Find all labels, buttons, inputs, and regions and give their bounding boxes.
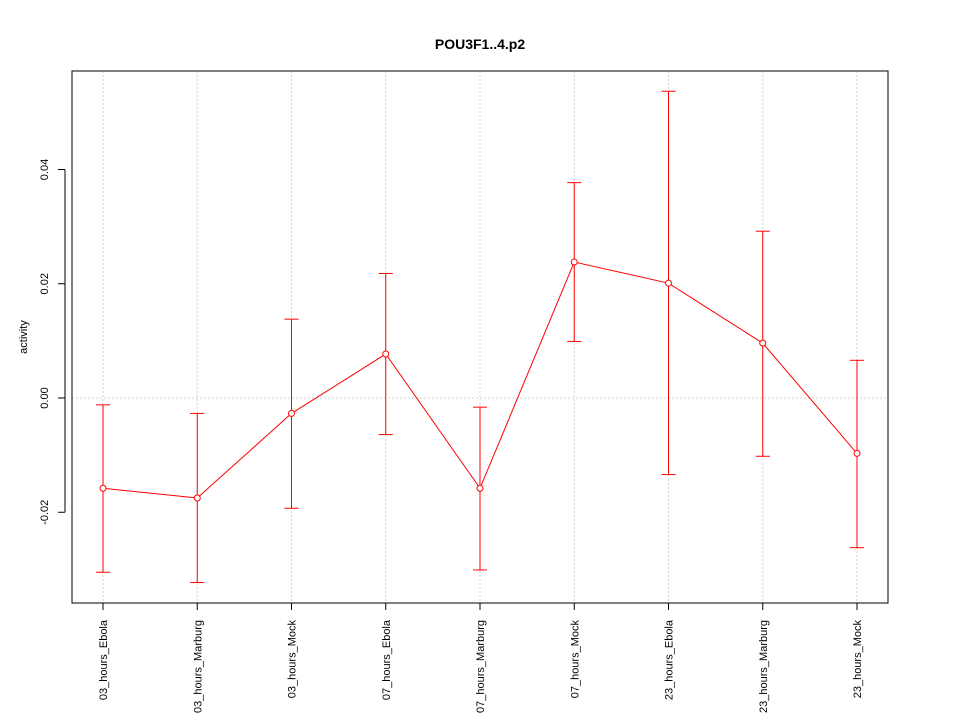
x-tick-label: 23_hours_Mock xyxy=(852,620,864,699)
x-tick-label: 07_hours_Mock xyxy=(569,620,581,699)
data-point xyxy=(570,258,578,266)
x-tick-label: 23_hours_Marburg xyxy=(758,620,770,713)
data-point xyxy=(476,484,484,492)
data-point xyxy=(99,484,107,492)
series xyxy=(96,90,864,584)
y-tick-label: 0.02 xyxy=(39,273,51,294)
x-tick-label: 03_hours_Mock xyxy=(287,620,299,699)
y-axis-title: activity xyxy=(18,320,30,354)
x-tick-label: 03_hours_Marburg xyxy=(192,620,204,713)
data-point xyxy=(759,339,767,347)
y-tick-label: -0.02 xyxy=(39,500,51,525)
chart-title: POU3F1..4.p2 xyxy=(435,36,525,52)
x-tick-label: 03_hours_Ebola xyxy=(98,619,110,700)
y-tick-label: 0.00 xyxy=(39,387,51,408)
data-point xyxy=(665,279,672,287)
data-point xyxy=(382,350,390,358)
y-tick-label: 0.04 xyxy=(39,159,51,180)
x-tick-label: 23_hours_Ebola xyxy=(664,619,676,700)
data-point xyxy=(853,449,861,457)
x-tick-label: 07_hours_Ebola xyxy=(381,619,393,700)
data-point xyxy=(288,409,295,417)
x-tick-label: 07_hours_Marburg xyxy=(475,620,487,713)
data-point xyxy=(193,494,201,502)
axes: -0.02 0.00 0.02 0.04 03_hours_Ebola 03_hours_… xyxy=(39,159,864,713)
